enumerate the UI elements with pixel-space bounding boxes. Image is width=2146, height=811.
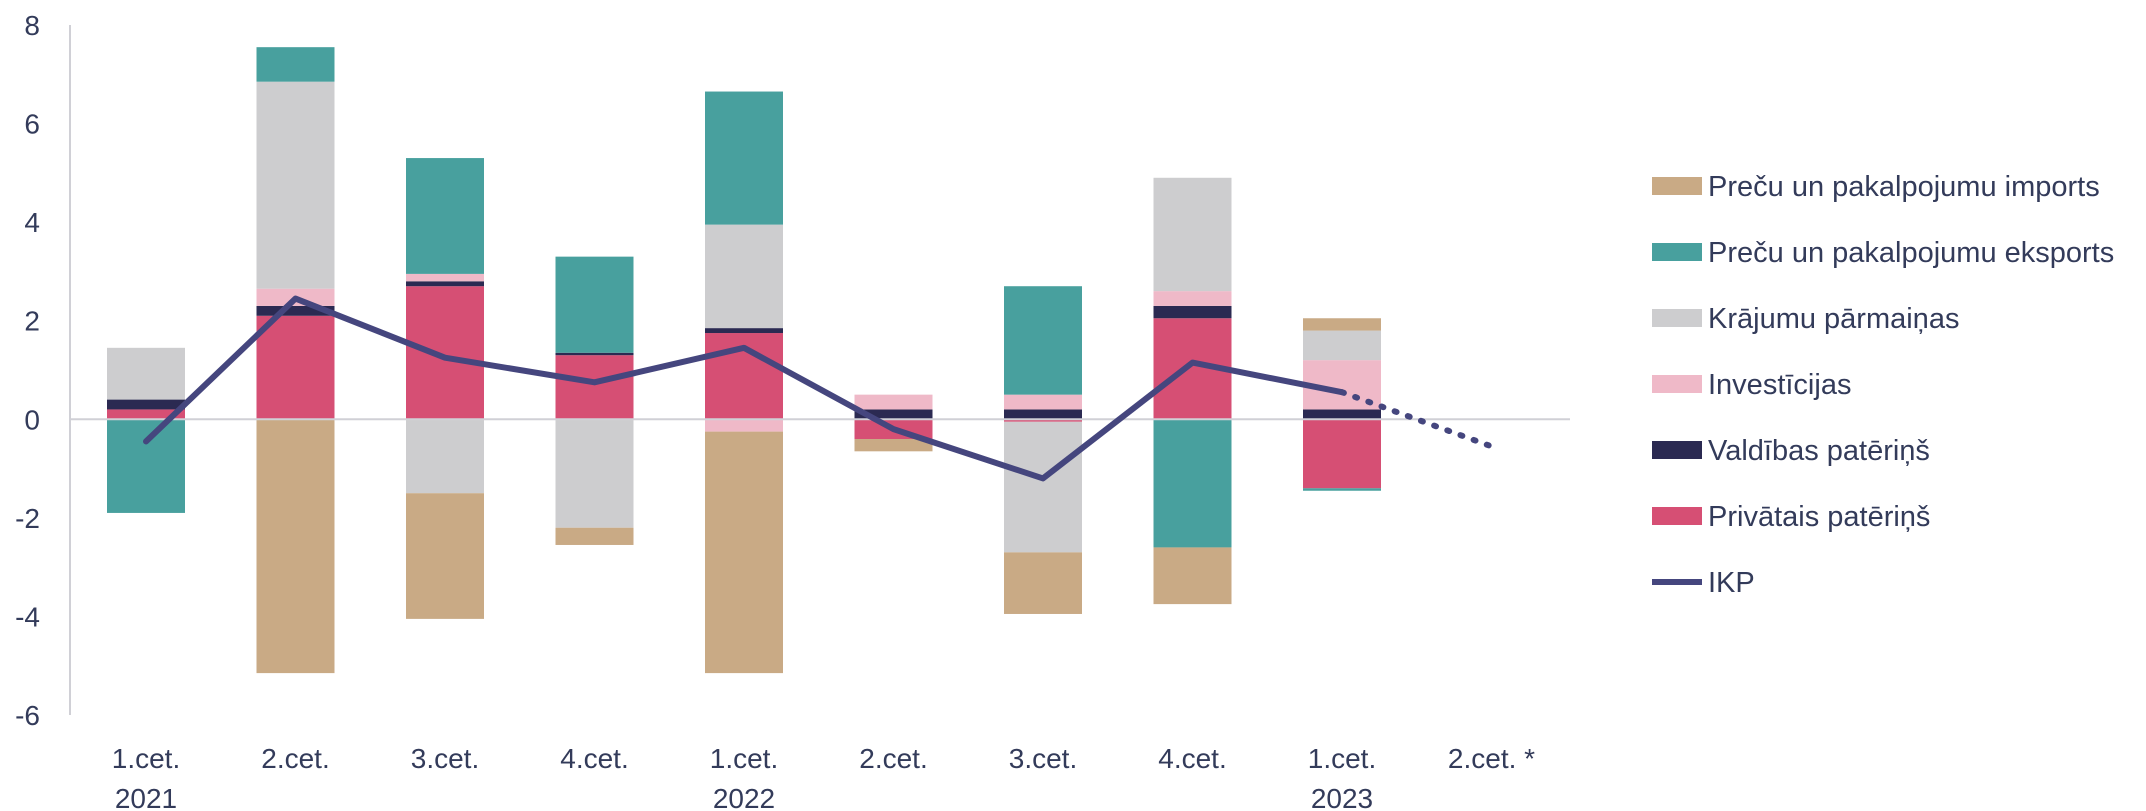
bar-2-cat-9 xyxy=(1303,409,1381,420)
bar-4-cat-8 xyxy=(1153,177,1232,292)
legend-swatch xyxy=(1652,177,1702,195)
y-tick-label: 4 xyxy=(24,207,40,238)
legend-label: Preču un pakalpojumu eksports xyxy=(1708,237,2114,269)
bar-5-cat-4 xyxy=(555,256,634,353)
bar-6-cat-5 xyxy=(705,431,783,674)
legend-label: Valdības patēriņš xyxy=(1708,435,1930,467)
x-year-label: 2022 xyxy=(713,783,775,811)
legend-swatch xyxy=(1652,243,1702,261)
gdp-line xyxy=(143,295,1345,482)
bar-3-cat-6 xyxy=(854,394,933,410)
y-tick-label: -2 xyxy=(15,503,40,534)
bar-4-cat-9 xyxy=(1303,330,1381,361)
x-tick-label: 4.cet. xyxy=(1158,743,1226,774)
x-tick-label: 3.cet. xyxy=(411,743,479,774)
x-tick-label: 2.cet. xyxy=(859,743,927,774)
legend-label: Privātais patēriņš xyxy=(1708,501,1930,533)
y-tick-label: 0 xyxy=(24,404,40,435)
y-tick-label: 2 xyxy=(24,306,40,337)
bar-1-cat-9 xyxy=(1303,419,1381,489)
bar-6-cat-8 xyxy=(1153,547,1232,605)
legend-swatch xyxy=(1652,309,1702,327)
bar-3-cat-7 xyxy=(1004,394,1082,410)
bar-5-cat-5 xyxy=(705,91,783,225)
x-year-label: 2021 xyxy=(115,783,177,811)
x-year-label: 2023 xyxy=(1311,783,1373,811)
x-tick-label: 1.cet. xyxy=(1308,743,1376,774)
bar-4-cat-5 xyxy=(705,224,783,329)
y-tick-label: 8 xyxy=(24,10,40,41)
bar-4-cat-7 xyxy=(1004,421,1082,553)
bar-2-cat-7 xyxy=(1004,409,1082,420)
bar-3-cat-3 xyxy=(406,273,484,282)
bar-4-cat-4 xyxy=(555,419,634,528)
bar-4-cat-1 xyxy=(107,347,185,400)
y-tick-label: -4 xyxy=(15,601,40,632)
legend-swatch xyxy=(1652,507,1702,525)
x-tick-label: 2.cet. * xyxy=(1448,743,1535,774)
y-tick-label: 6 xyxy=(24,109,40,140)
bar-6-cat-9 xyxy=(1303,318,1381,331)
x-tick-label: 3.cet. xyxy=(1009,743,1077,774)
y-tick-labels: -6 -4 -2 0 2 4 6 8 xyxy=(15,10,40,731)
bar-1-cat-3 xyxy=(406,286,484,420)
bar-2-cat-2 xyxy=(256,305,335,316)
x-tick-label: 4.cet. xyxy=(560,743,628,774)
bar-2-cat-5 xyxy=(705,328,783,334)
legend-label: Investīcijas xyxy=(1708,369,1851,401)
bar-4-cat-2 xyxy=(256,81,335,289)
legend-label: Preču un pakalpojumu imports xyxy=(1708,171,2100,203)
legend-label: IKP xyxy=(1708,567,1755,599)
bar-5-cat-2 xyxy=(256,47,335,82)
x-tick-label: 1.cet. xyxy=(112,743,180,774)
bar-2-cat-4 xyxy=(555,352,634,356)
bar-5-cat-3 xyxy=(406,158,484,274)
bar-5-cat-7 xyxy=(1004,286,1082,395)
x-tick-label: 1.cet. xyxy=(710,743,778,774)
bar-1-cat-1 xyxy=(107,409,185,420)
bar-3-cat-5 xyxy=(705,419,783,432)
bar-5-cat-1 xyxy=(107,419,185,513)
bar-4-cat-3 xyxy=(406,419,484,494)
bar-6-cat-3 xyxy=(406,493,484,619)
legend-swatch xyxy=(1652,441,1702,459)
legend-label: Krājumu pārmaiņas xyxy=(1708,303,1959,335)
bar-6-cat-7 xyxy=(1004,552,1082,614)
bars-layer xyxy=(107,47,1381,674)
x-tick-labels: 1.cet. 2021 2.cet. 3.cet. 4.cet. 1.cet. 2022 2.… xyxy=(112,743,1535,811)
bar-1-cat-4 xyxy=(555,355,634,420)
bar-6-cat-6 xyxy=(854,439,933,452)
bar-6-cat-4 xyxy=(555,527,634,545)
bar-1-cat-2 xyxy=(256,315,335,420)
bar-2-cat-1 xyxy=(107,399,185,410)
bar-1-cat-7 xyxy=(1004,419,1082,422)
legend-swatch xyxy=(1652,375,1702,393)
bar-2-cat-8 xyxy=(1153,305,1232,319)
bar-5-cat-8 xyxy=(1153,419,1232,548)
y-tick-label: -6 xyxy=(15,700,40,731)
legend: Preču un pakalpojumu imports Preču un pak… xyxy=(1652,171,2114,599)
x-tick-label: 2.cet. xyxy=(261,743,329,774)
bar-2-cat-6 xyxy=(854,409,933,420)
gdp-line-forecast xyxy=(1339,389,1495,450)
bar-6-cat-2 xyxy=(256,419,335,674)
bar-2-cat-3 xyxy=(406,281,484,287)
bar-3-cat-8 xyxy=(1153,291,1232,306)
gdp-line-layer xyxy=(143,295,1495,482)
axes-layer xyxy=(69,25,1570,715)
bar-5-cat-9 xyxy=(1303,488,1381,491)
